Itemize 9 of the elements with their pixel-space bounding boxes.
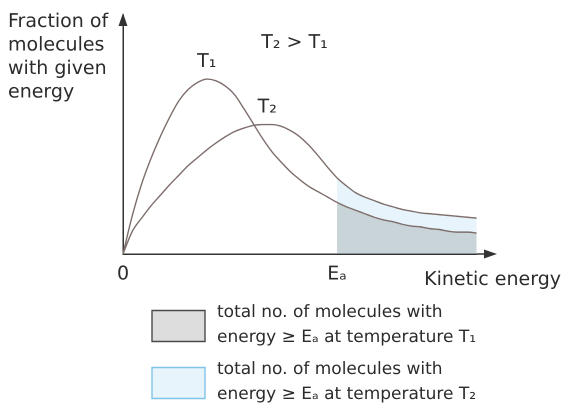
x-tick-label: 0 <box>116 262 130 284</box>
legend-label: total no. of molecules with energy ≥ Eₐ at temperature T₁ <box>217 302 476 347</box>
series-label: T₁ <box>196 50 216 72</box>
series-label: T₂ <box>256 95 277 118</box>
text: T₂ > T₁ <box>260 30 328 53</box>
x-axis-title: Kinetic energy <box>424 268 561 290</box>
legend-label: total no. of molecules with energy ≥ Eₐ at temperature T₂ <box>217 358 476 404</box>
y-axis-title: Fraction of molecules with given energy <box>8 10 110 102</box>
x-tick-label: Eₐ <box>327 262 347 284</box>
